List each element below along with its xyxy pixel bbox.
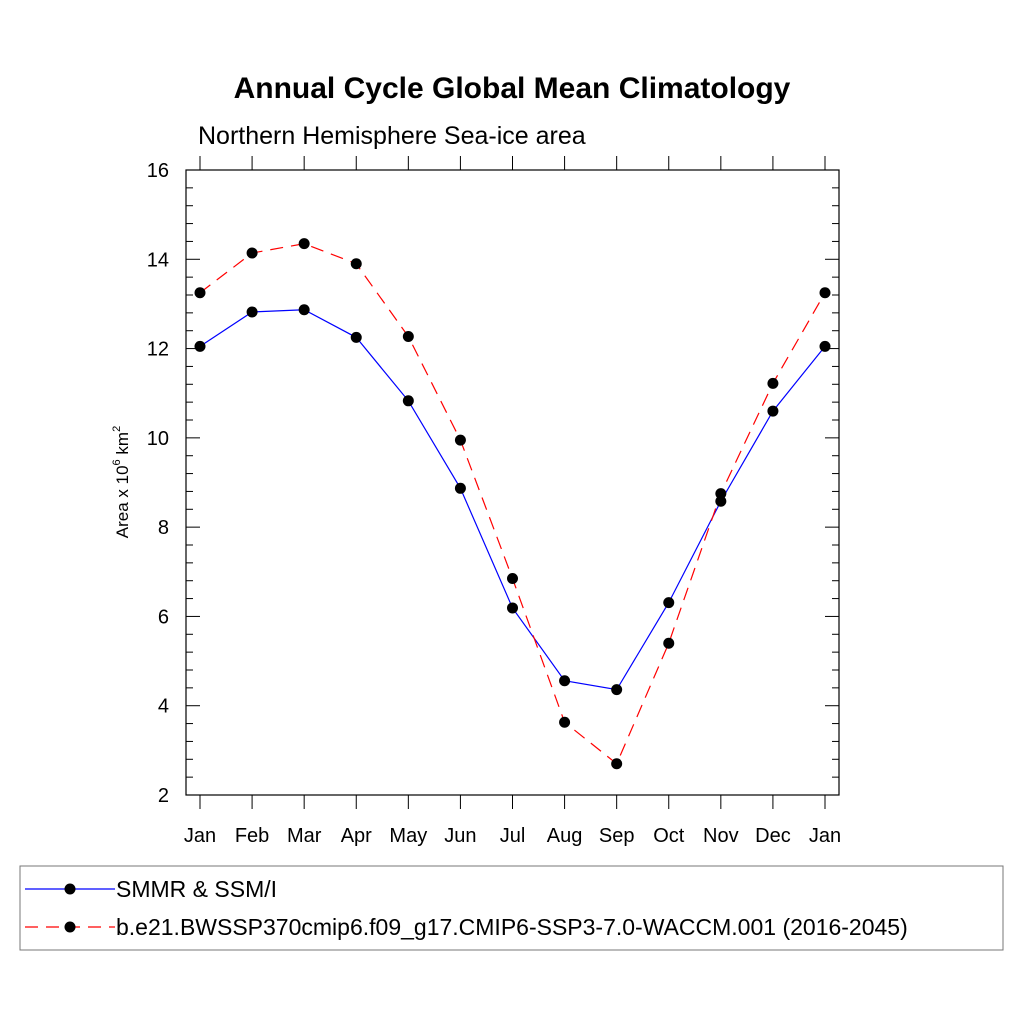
- series-0-point: [715, 495, 727, 507]
- x-tick-label: Nov: [703, 825, 739, 847]
- series-1-point: [611, 758, 623, 770]
- plot-area: 2 4 6 8 10 12 14 16 Jan Feb Mar Apr May Jun Jul Aug Sep O…: [147, 156, 841, 847]
- x-tick-label: Aug: [547, 825, 583, 847]
- x-tick-label: Feb: [235, 825, 269, 847]
- y-tick-label: 4: [158, 696, 169, 718]
- y-tick-label: 16: [147, 160, 169, 182]
- x-tick-label: Dec: [755, 825, 791, 847]
- series-1-point: [350, 258, 362, 270]
- y-tick-label: 8: [158, 517, 169, 539]
- series-1-point: [559, 716, 571, 728]
- y-tick-label: 6: [158, 606, 169, 628]
- chart-subtitle: Northern Hemisphere Sea-ice area: [198, 122, 586, 150]
- x-tick-label: May: [389, 825, 427, 847]
- series-1-point: [454, 434, 466, 446]
- series-0-point: [559, 675, 571, 687]
- y-axis-label-base: Area x 10: [113, 465, 132, 538]
- y-axis-label-exponent: 6: [111, 459, 123, 465]
- y-tick-label: 2: [158, 785, 169, 807]
- legend-box: [19, 865, 1004, 951]
- y-axis-label-unit-exponent: 2: [111, 426, 123, 432]
- chart-title: Annual Cycle Global Mean Climatology: [234, 72, 791, 105]
- legend-marker-0: [64, 883, 76, 895]
- x-tick-label: Jul: [500, 825, 526, 847]
- series-line-0: [199, 309, 826, 691]
- legend-entry-1: b.e21.BWSSP370cmip6.f09_g17.CMIP6-SSP3-7…: [116, 914, 908, 940]
- series-0-point: [454, 482, 466, 494]
- series-0-point: [819, 340, 831, 352]
- series-1-point: [246, 247, 258, 259]
- legend: SMMR & SSM/I b.e21.BWSSP370cmip6.f09_g17.…: [19, 865, 1004, 951]
- series-0-point: [507, 602, 518, 614]
- series-1-point: [298, 238, 310, 250]
- series-1-point: [767, 377, 779, 389]
- series-1-point: [819, 287, 831, 299]
- series-0-point: [767, 405, 779, 417]
- x-tick-label: Jan: [184, 825, 216, 847]
- series-0-point: [663, 597, 675, 609]
- plot-frame: [185, 169, 840, 796]
- y-tick-label: 12: [147, 339, 169, 361]
- y-tick-label: 14: [147, 249, 169, 271]
- legend-entry-0: SMMR & SSM/I: [116, 876, 277, 902]
- series-1-point: [663, 637, 675, 649]
- x-tick-label: Jan: [809, 825, 841, 847]
- series-1-point: [507, 572, 518, 584]
- series-0-point: [246, 306, 258, 318]
- series-0-point: [350, 331, 362, 343]
- x-tick-label: Oct: [653, 825, 685, 847]
- x-tick-label: Sep: [599, 825, 635, 847]
- y-tick-label: 10: [147, 428, 169, 450]
- x-tick-label: Apr: [341, 825, 372, 847]
- series-0-point: [402, 395, 414, 407]
- series-1-point: [194, 287, 206, 299]
- x-tick-label: Jun: [444, 825, 476, 847]
- series-1-point: [715, 488, 727, 500]
- series-0-point: [298, 304, 310, 316]
- x-tick-label: Mar: [287, 825, 322, 847]
- series-0-point: [194, 340, 206, 352]
- y-axis-label: Area x 106 km2: [111, 426, 132, 538]
- legend-marker-1: [64, 921, 76, 933]
- series-line-1: [199, 243, 826, 765]
- y-axis-label-unit: km: [113, 432, 132, 459]
- series-1-point: [402, 331, 414, 343]
- series-0-point: [611, 684, 623, 696]
